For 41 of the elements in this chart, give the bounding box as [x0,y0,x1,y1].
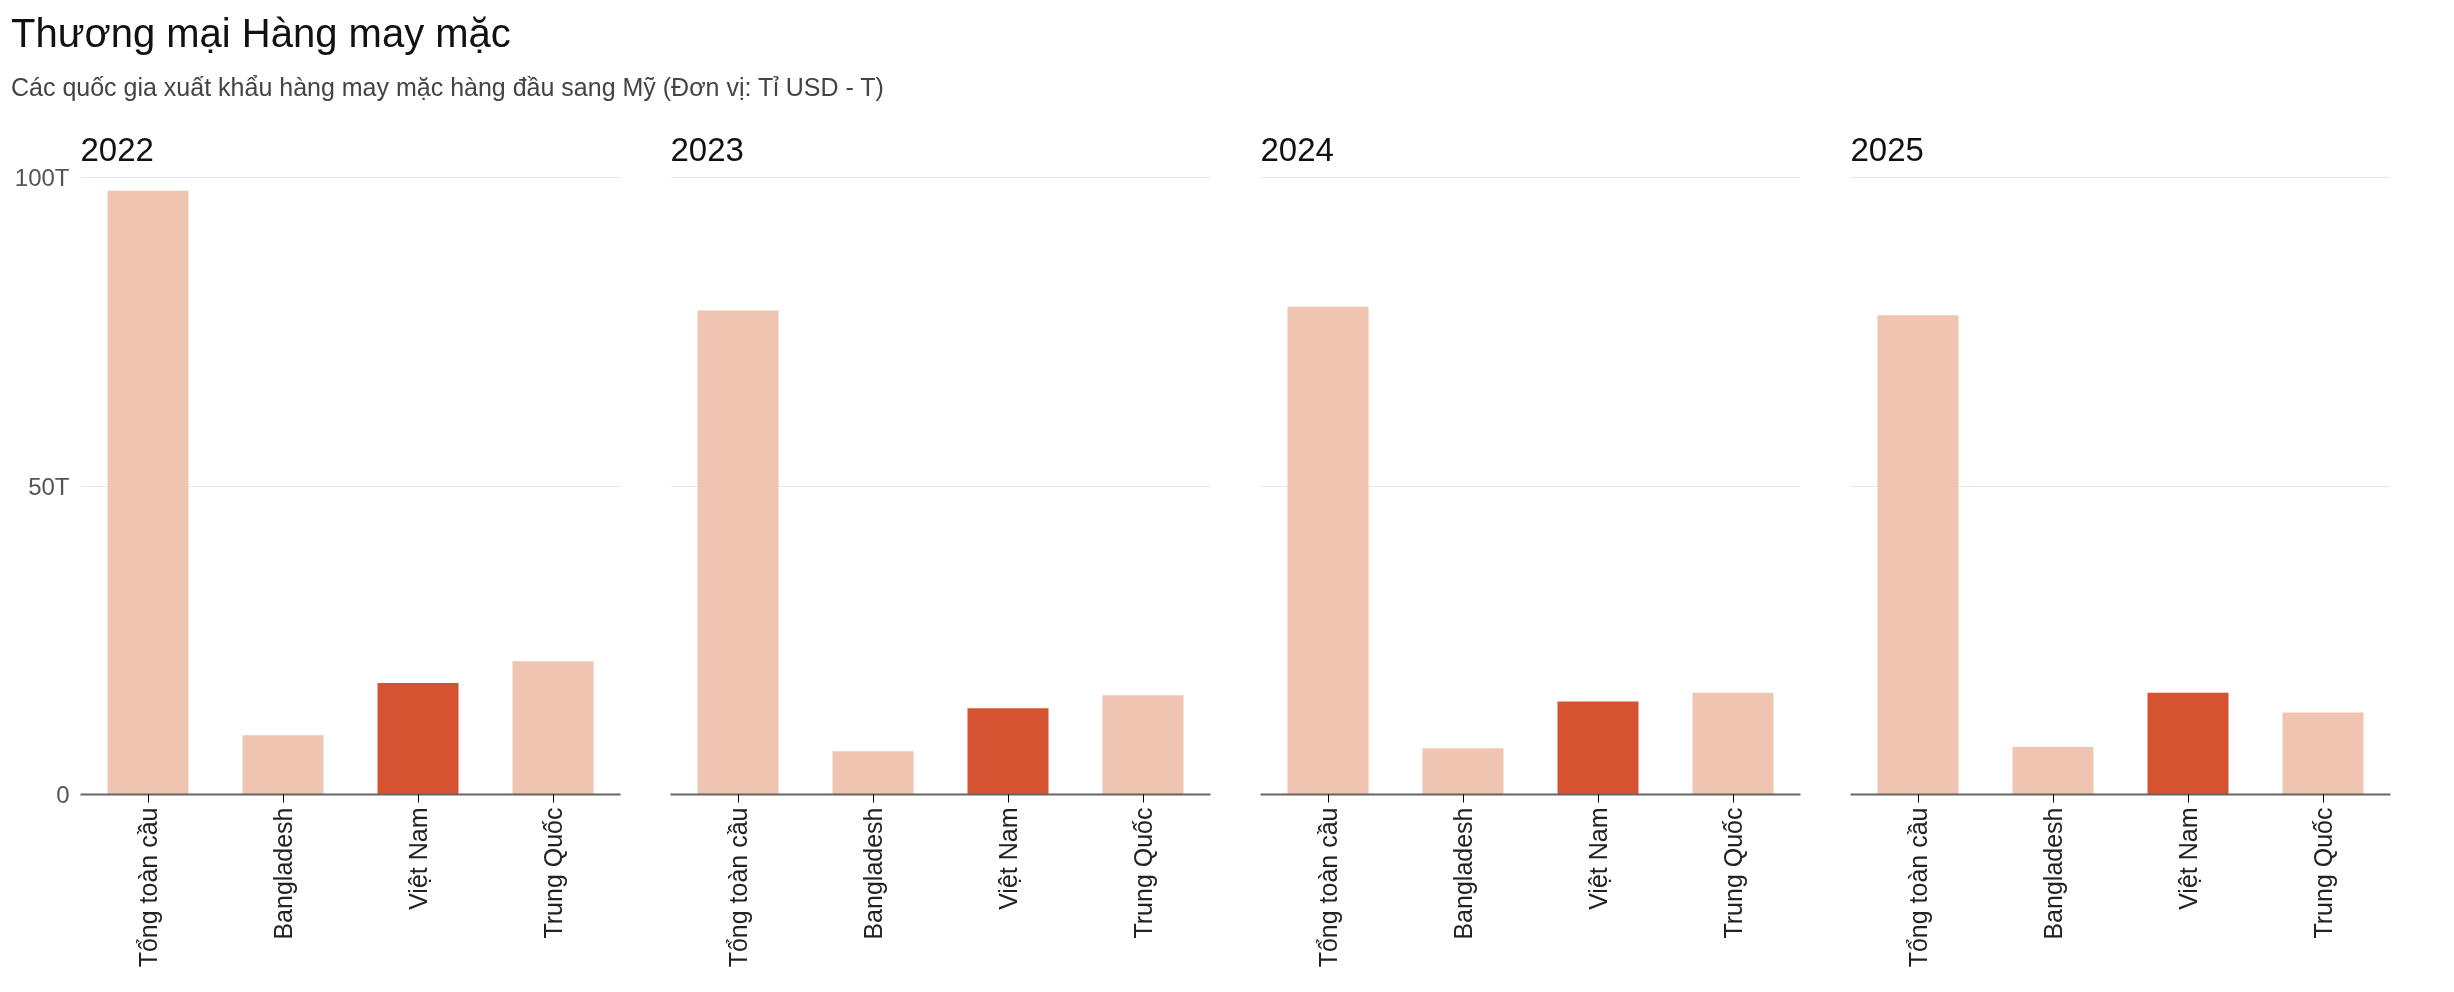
x-tick-label: Việt Nam [404,807,432,910]
bar [2147,692,2229,795]
y-tick-label: 100T [14,164,70,192]
bar [2282,712,2364,795]
bar [1287,306,1369,795]
x-tick-label: Việt Nam [2174,807,2202,910]
x-tick-label: Trung Quốc [2309,807,2337,939]
x-tick-label: Việt Nam [1584,807,1612,910]
bar [107,190,189,795]
bar [1422,748,1504,795]
y-tick-label: 0 [56,781,70,808]
x-tick-label: Tổng toàn cầu [724,807,752,968]
chart-title: 2022 [80,130,154,168]
x-tick-label: Bangladesh [1449,807,1477,940]
text: Các quốc gia xuất khẩu hàng may mặc hàng đầu sang Mỹ (Đơn vị: Tỉ USD - T) [11,72,884,104]
x-tick-label: Tổng toàn cầu [1314,807,1342,968]
x-tick-label: Tổng toàn cầu [134,807,162,968]
text: Thương mại Hàng may mặc [11,10,512,57]
chart-title: 2023 [670,130,744,168]
x-tick-label: Trung Quốc [1129,807,1157,939]
x-tick-label: Bangladesh [269,807,297,940]
bar [967,708,1049,795]
x-tick-label: Trung Quốc [539,807,567,939]
y-tick-label: 50T [28,472,70,500]
chart-title: 2024 [1260,130,1334,168]
chart-title: 2025 [1850,130,1924,168]
bar [377,682,459,795]
bar [1877,315,1959,795]
x-tick-label: Bangladesh [2039,807,2067,940]
bar [1557,701,1639,795]
bar [242,735,324,795]
bar [1102,695,1184,795]
x-tick-label: Bangladesh [859,807,887,940]
x-tick-label: Trung Quốc [1719,807,1747,939]
bar [832,751,914,795]
x-tick-label: Việt Nam [994,807,1022,910]
bar [1692,692,1774,795]
bar [2012,747,2094,795]
bar [697,310,779,795]
x-tick-label: Tổng toàn cầu [1904,807,1932,968]
bar [512,661,594,795]
